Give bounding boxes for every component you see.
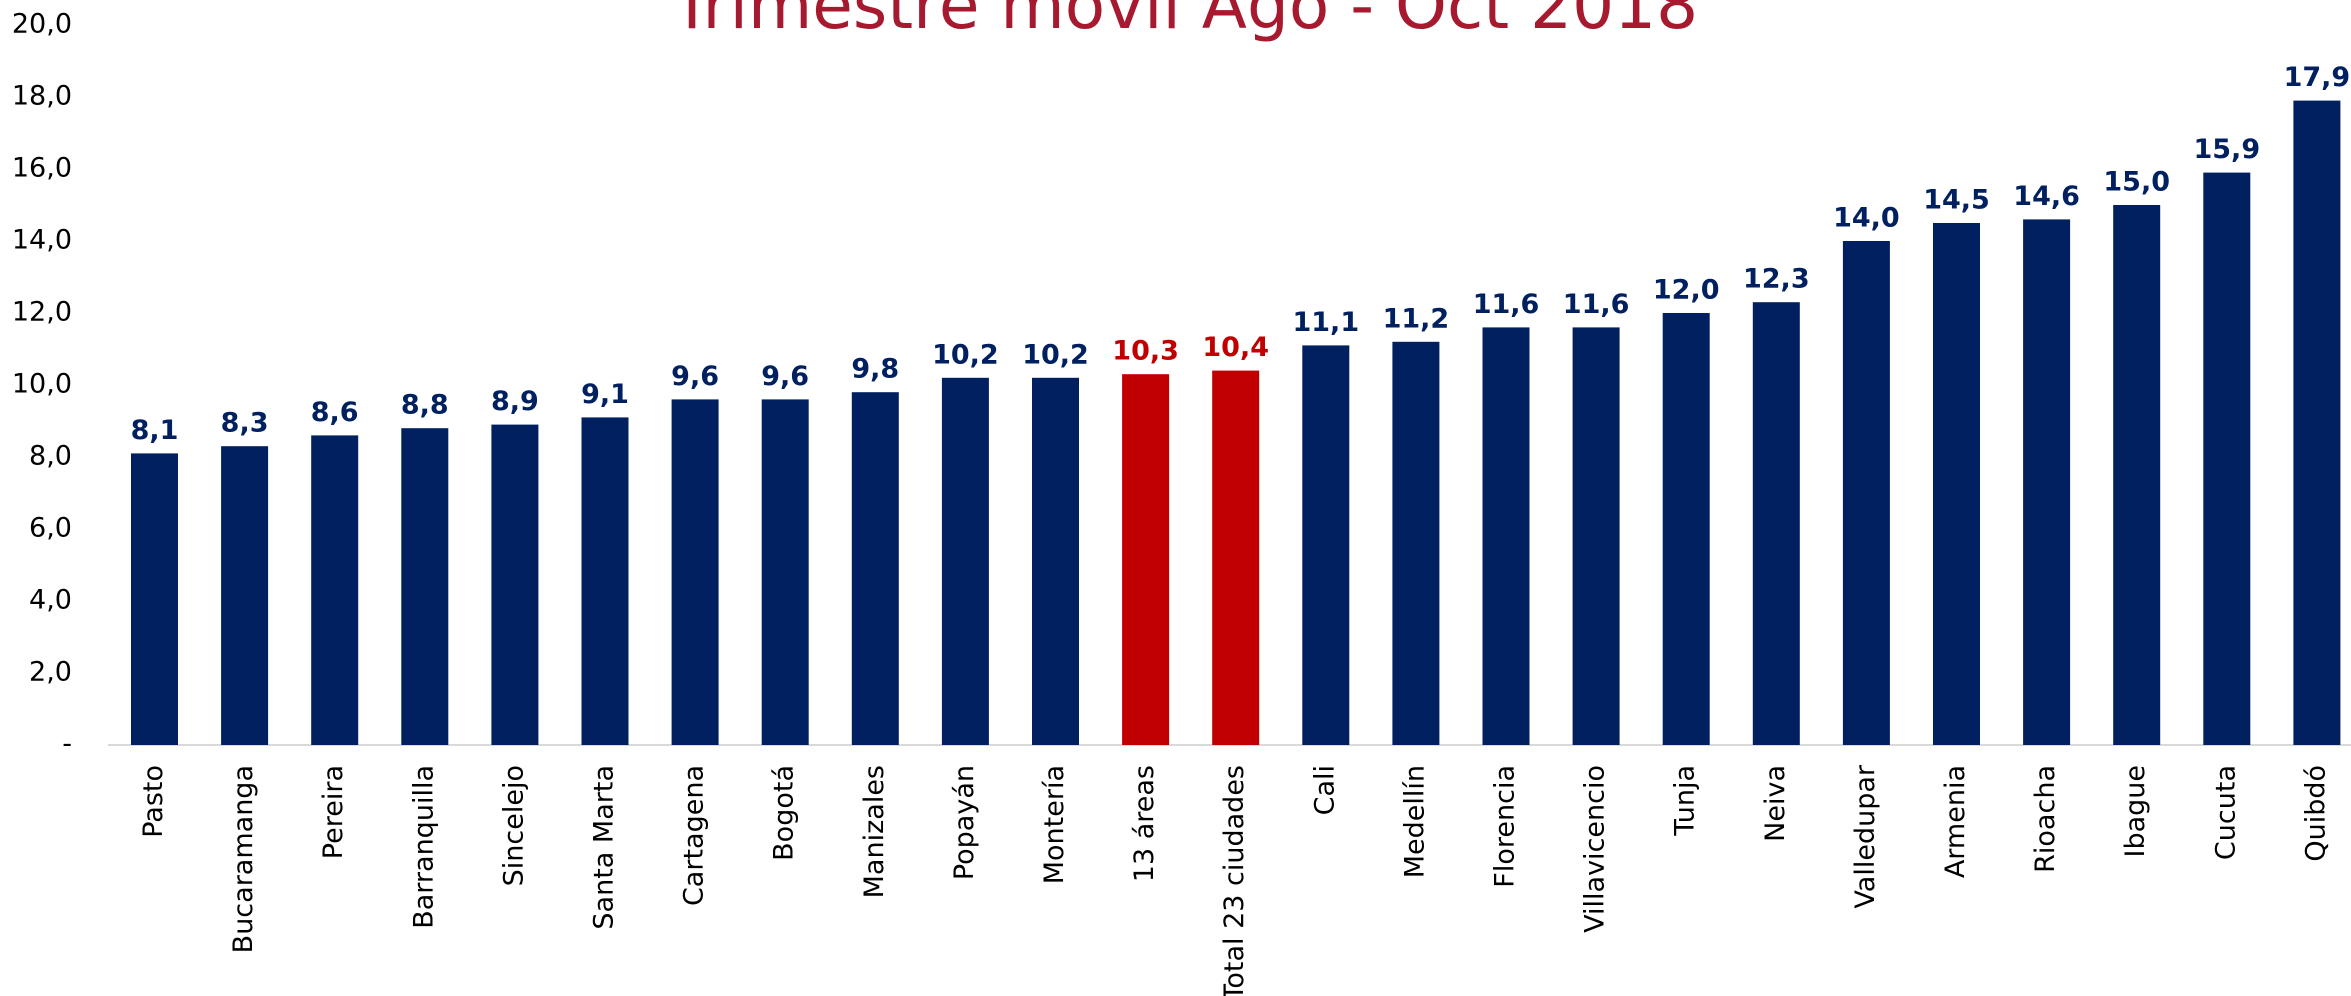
value-label: 8,6 bbox=[311, 397, 359, 428]
x-tick-label: Bucaramanga bbox=[228, 765, 259, 953]
value-label: 14,5 bbox=[1923, 185, 1990, 216]
y-tick-label: 8,0 bbox=[29, 441, 72, 472]
bar bbox=[1572, 327, 1620, 745]
chart-title: Trimestre móvil Ago - Oct 2018 bbox=[671, 0, 1698, 44]
value-label: 12,0 bbox=[1653, 275, 1720, 306]
value-label: 14,0 bbox=[1833, 203, 1900, 234]
value-label: 9,1 bbox=[581, 379, 629, 410]
y-tick-label: 18,0 bbox=[12, 81, 72, 112]
y-tick-label: 16,0 bbox=[12, 153, 72, 184]
x-tick-label: Montería bbox=[1039, 765, 1070, 884]
x-tick-label: Pereira bbox=[318, 765, 349, 859]
x-tick-label: Total 23 ciudades bbox=[1219, 765, 1250, 996]
value-label: 15,9 bbox=[2193, 134, 2260, 165]
bar bbox=[761, 399, 809, 745]
x-tick-label: Medellín bbox=[1399, 765, 1430, 878]
bar bbox=[1752, 302, 1800, 745]
value-label: 11,6 bbox=[1563, 289, 1630, 320]
bar bbox=[1122, 374, 1170, 745]
bar bbox=[1662, 313, 1710, 745]
value-label: 8,3 bbox=[221, 408, 269, 439]
x-tick-label: Villavicencio bbox=[1580, 765, 1611, 933]
bar bbox=[1842, 241, 1890, 745]
bar bbox=[851, 392, 899, 745]
value-label: 9,6 bbox=[671, 361, 719, 392]
bar bbox=[131, 453, 178, 745]
x-tick-label: Popayán bbox=[949, 765, 980, 880]
x-tick-label: Sincelejo bbox=[498, 765, 529, 886]
x-tick-label: Quibdó bbox=[2300, 765, 2331, 862]
bar bbox=[401, 428, 449, 745]
value-label: 10,2 bbox=[932, 339, 999, 370]
y-tick-label: 14,0 bbox=[12, 225, 72, 256]
x-tick-label: 13 áreas bbox=[1129, 765, 1160, 882]
y-tick-label: 12,0 bbox=[12, 297, 72, 328]
bar bbox=[671, 399, 719, 745]
x-tick-label: Neiva bbox=[1760, 765, 1791, 842]
x-tick-label: Armenia bbox=[1940, 765, 1971, 878]
value-label: 11,6 bbox=[1473, 289, 1540, 320]
bar bbox=[1302, 345, 1350, 745]
value-label: 9,6 bbox=[761, 361, 809, 392]
value-label: 12,3 bbox=[1743, 264, 1810, 295]
x-tick-label: Ibague bbox=[2120, 765, 2151, 858]
value-label: 9,8 bbox=[851, 354, 899, 385]
y-tick-label: 6,0 bbox=[29, 513, 72, 544]
x-tick-label: Cali bbox=[1309, 765, 1340, 815]
x-tick-label: Rioacha bbox=[2030, 765, 2061, 873]
y-tick-label: 10,0 bbox=[12, 369, 72, 400]
bar bbox=[311, 435, 359, 745]
bar bbox=[2203, 172, 2251, 746]
bar bbox=[2023, 219, 2071, 745]
value-label: 8,1 bbox=[131, 415, 179, 446]
value-label: 8,9 bbox=[491, 386, 539, 417]
bar bbox=[491, 424, 539, 745]
value-label: 17,9 bbox=[2284, 62, 2351, 93]
bar bbox=[1933, 223, 1980, 745]
value-label: 14,6 bbox=[2013, 181, 2080, 212]
y-tick-label: 4,0 bbox=[29, 585, 72, 616]
bar bbox=[2113, 205, 2161, 745]
bar bbox=[1482, 327, 1530, 745]
bar bbox=[941, 377, 989, 745]
value-label: 11,2 bbox=[1383, 303, 1450, 334]
bar bbox=[2293, 100, 2341, 746]
x-tick-label: Florencia bbox=[1490, 765, 1521, 888]
value-label: 10,3 bbox=[1112, 336, 1179, 367]
x-tick-label: Manizales bbox=[859, 765, 890, 898]
bar bbox=[221, 446, 269, 745]
x-tick-label: Barranquilla bbox=[408, 765, 439, 929]
bar bbox=[1392, 341, 1440, 745]
bar bbox=[1212, 370, 1260, 745]
value-label: 11,1 bbox=[1292, 307, 1359, 338]
bar bbox=[1032, 377, 1079, 745]
x-tick-label: Santa Marta bbox=[589, 765, 620, 930]
y-tick-label: 20,0 bbox=[12, 9, 72, 40]
bar bbox=[581, 417, 629, 745]
x-tick-label: Pasto bbox=[138, 765, 169, 838]
x-tick-label: Valledupar bbox=[1850, 764, 1881, 908]
x-tick-label: Cartagena bbox=[679, 765, 710, 906]
x-tick-label: Cucuta bbox=[2210, 765, 2241, 860]
value-label: 15,0 bbox=[2103, 167, 2170, 198]
value-label: 8,8 bbox=[401, 390, 449, 421]
value-label: 10,4 bbox=[1202, 332, 1269, 363]
x-tick-label: Bogotá bbox=[769, 765, 800, 861]
value-label: 10,2 bbox=[1022, 339, 1089, 370]
x-tick-label: Tunja bbox=[1670, 765, 1701, 837]
y-tick-label: - bbox=[62, 729, 72, 760]
y-tick-label: 2,0 bbox=[29, 657, 72, 688]
